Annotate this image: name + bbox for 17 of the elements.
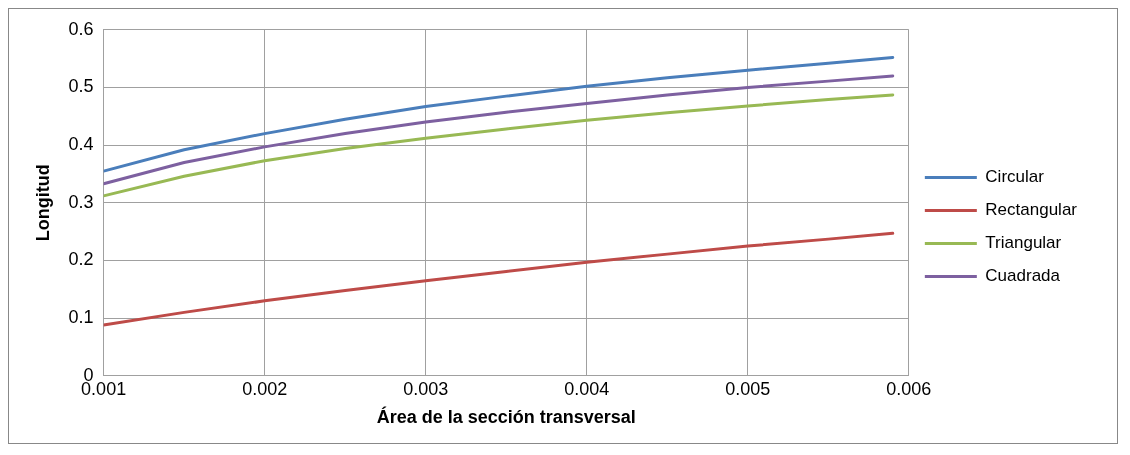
y-tick-label: 0.3 — [68, 191, 94, 212]
x-tick-label: 0.005 — [725, 378, 771, 399]
x-tick-label: 0.002 — [242, 378, 288, 399]
y-axis-title: Longitud — [32, 164, 53, 242]
legend-label: Triangular — [985, 233, 1062, 253]
x-tick-label: 0.003 — [403, 378, 449, 399]
y-tick-label: 0.4 — [68, 134, 94, 155]
y-tick-label: 0.6 — [68, 18, 94, 39]
legend-label: Cuadrada — [985, 266, 1061, 286]
x-axis-title: Área de la sección transversal — [376, 406, 636, 428]
x-tick-label: 0.006 — [886, 378, 932, 399]
y-tick-label: 0.5 — [68, 76, 94, 97]
y-tick-label: 0.1 — [68, 307, 94, 328]
x-tick-label: 0.004 — [564, 378, 610, 399]
legend-label: Circular — [985, 167, 1045, 187]
y-tick-label: 0.2 — [68, 249, 94, 270]
legend-label: Rectangular — [985, 200, 1078, 220]
